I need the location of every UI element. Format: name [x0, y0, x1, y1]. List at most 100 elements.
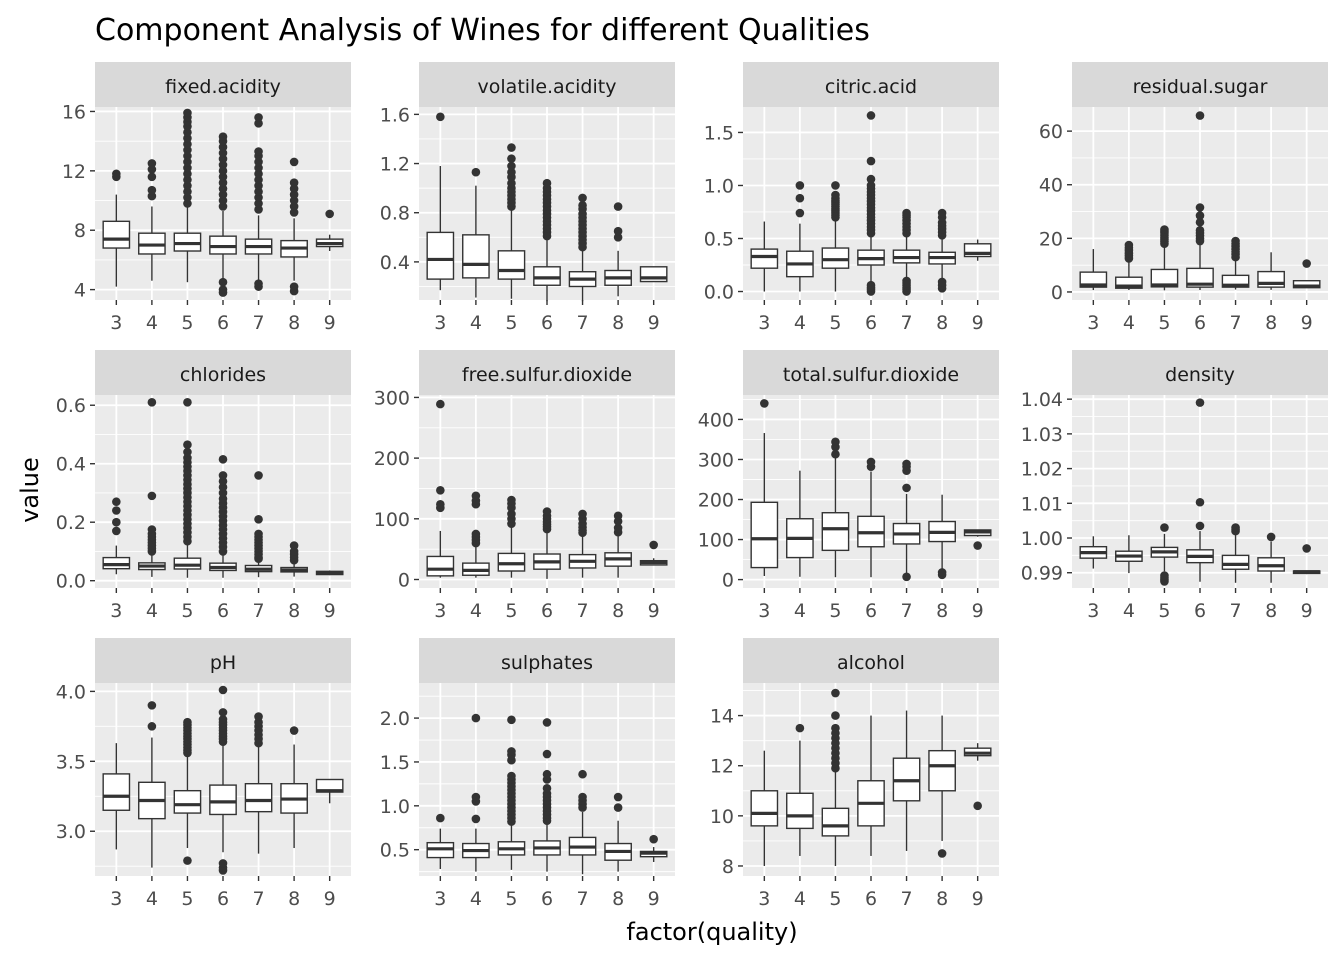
outlier-point	[183, 398, 192, 407]
box-total-sulfur-dioxide-q3	[750, 399, 779, 576]
strip-chlorides	[95, 350, 351, 395]
box-free-sulfur-dioxide-q9	[639, 540, 668, 566]
x-tick-label: 7	[577, 312, 589, 334]
outlier-point	[254, 514, 263, 524]
x-tick-label: 6	[217, 600, 229, 622]
outlier-point	[507, 509, 516, 519]
box-sulphates-q7	[568, 769, 597, 875]
box-total-sulfur-dioxide-q4	[786, 470, 814, 577]
outlier-point	[649, 540, 658, 550]
box-sulphates-q3	[426, 813, 455, 869]
outlier-point	[613, 803, 623, 812]
x-tick-label: 9	[1301, 600, 1313, 622]
y-tick-label: 0.0	[704, 282, 734, 304]
iqr-box	[1186, 267, 1214, 288]
y-tick-label: 200	[374, 448, 410, 470]
outlier-point	[471, 167, 481, 177]
outlier-point	[1302, 259, 1311, 268]
outlier-point	[866, 156, 876, 166]
outlier-point	[1195, 111, 1205, 120]
x-tick-label: 5	[1158, 312, 1170, 334]
iqr-box	[821, 512, 850, 552]
outlier-point	[578, 193, 587, 203]
strip-ph	[95, 638, 351, 683]
iqr-box	[102, 220, 131, 249]
strip-alcohol	[743, 638, 999, 683]
outlier-point	[254, 187, 263, 196]
outlier-point	[112, 497, 121, 507]
strip-total-sulfur-dioxide	[743, 350, 999, 395]
iqr-box	[462, 234, 490, 279]
box-residual-sugar-q7	[1221, 236, 1250, 290]
outlier-point	[218, 715, 228, 724]
outlier-point	[289, 178, 299, 188]
x-tick-label: 5	[505, 600, 517, 622]
box-total-sulfur-dioxide-q9	[963, 529, 992, 550]
outlier-point	[254, 471, 263, 480]
outlier-point	[289, 190, 299, 199]
y-tick-label: 0.6	[56, 395, 86, 417]
outlier-point	[147, 191, 157, 201]
outlier-point	[218, 277, 228, 287]
y-tick-label: 1.03	[1021, 424, 1063, 446]
outlier-point	[112, 517, 121, 527]
outlier-point	[1160, 571, 1169, 580]
box-sulphates-q4	[462, 713, 490, 872]
outlier-point	[218, 172, 228, 182]
outlier-point	[254, 113, 263, 122]
box-volatile-acidity-q7	[568, 193, 597, 302]
x-tick-label: 9	[972, 600, 984, 622]
panel-ph: pH 3.0 3.5 4.0 3 4 5 6 7 8 9	[56, 638, 351, 910]
outlier-point	[183, 139, 192, 149]
outlier-point	[613, 523, 623, 533]
x-axis-title: factor(quality)	[626, 918, 797, 946]
x-tick-label: 6	[217, 312, 229, 334]
strip-free-sulfur-dioxide	[419, 350, 675, 395]
outlier-point	[1160, 225, 1169, 234]
x-tick-label: 8	[288, 888, 300, 910]
y-tick-label: 1.00	[1021, 528, 1063, 550]
outlier-point	[795, 193, 805, 203]
strip-label: total.sulfur.dioxide	[783, 364, 959, 386]
box-volatile-acidity-q8	[604, 202, 632, 297]
box-ph-q3	[102, 743, 131, 850]
outlier-point	[325, 209, 334, 219]
outlier-point	[147, 172, 157, 182]
box-chlorides-q8	[280, 541, 308, 577]
box-residual-sugar-q3	[1079, 249, 1108, 291]
outlier-point	[218, 471, 228, 480]
outlier-point	[542, 507, 552, 516]
outlier-point	[218, 202, 228, 211]
box-sulphates-q6	[533, 718, 561, 872]
x-tick-label: 7	[577, 600, 589, 622]
y-tick-label: 0.99	[1021, 563, 1063, 585]
x-tick-label: 9	[1301, 312, 1313, 334]
outlier-point	[1231, 523, 1240, 532]
x-tick-label: 5	[829, 888, 841, 910]
y-tick-label: 14	[710, 706, 734, 728]
x-tick-label: 5	[505, 888, 517, 910]
y-tick-label: 300	[698, 449, 734, 471]
iqr-box	[1292, 280, 1321, 289]
outlier-point	[866, 181, 876, 190]
iqr-box	[1079, 271, 1108, 288]
box-alcohol-q8	[928, 715, 956, 858]
x-tick-label: 8	[1265, 312, 1277, 334]
x-tick-label: 3	[758, 600, 770, 622]
y-tick-label: 0	[722, 570, 734, 592]
box-free-sulfur-dioxide-q6	[533, 507, 561, 579]
y-tick-label: 300	[374, 387, 410, 409]
outlier-point	[507, 747, 516, 756]
outlier-point	[218, 455, 228, 464]
box-alcohol-q7	[892, 710, 921, 851]
x-tick-label: 7	[901, 600, 913, 622]
iqr-box	[928, 749, 956, 792]
x-tick-label: 8	[936, 888, 948, 910]
outlier-point	[578, 509, 587, 519]
x-tick-label: 6	[1194, 312, 1206, 334]
box-total-sulfur-dioxide-q8	[928, 494, 956, 580]
outlier-point	[471, 814, 481, 824]
outlier-point	[937, 277, 947, 287]
outlier-point	[183, 181, 192, 190]
x-tick-label: 7	[901, 312, 913, 334]
